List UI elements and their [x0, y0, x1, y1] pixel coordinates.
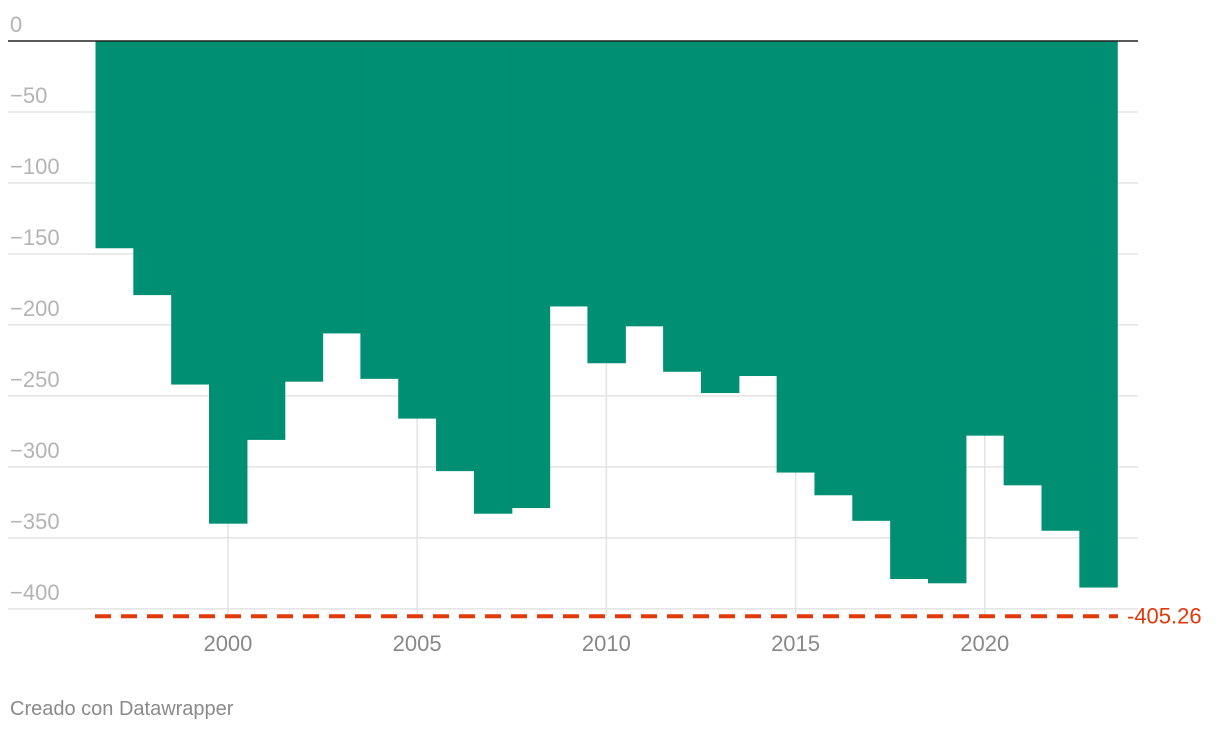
y-tick-label: −400 — [10, 580, 60, 605]
y-tick-label: −350 — [10, 509, 60, 534]
y-axis: 0 −50 −100 −150 −200 −250 −300 −350 −400 — [8, 12, 1138, 605]
step-bar — [852, 41, 891, 521]
step-bar — [209, 41, 248, 524]
step-bar — [436, 41, 475, 472]
step-bar — [890, 41, 929, 580]
step-bar — [133, 41, 172, 296]
step-bar — [738, 41, 778, 377]
x-tick-label: 2015 — [771, 631, 820, 656]
step-bar — [511, 41, 551, 509]
reference-line-group: -405.26 — [95, 603, 1202, 628]
step-bar — [473, 41, 513, 514]
step-bar — [776, 41, 816, 473]
y-tick-label: 0 — [10, 12, 22, 37]
step-bar — [322, 41, 361, 334]
y-tick-label: −150 — [10, 225, 60, 250]
y-tick-label: −300 — [10, 438, 60, 463]
x-tick-label: 2005 — [393, 631, 442, 656]
x-tick-label: 2020 — [960, 631, 1009, 656]
step-bar — [398, 41, 437, 419]
step-bar — [246, 41, 286, 440]
step-bar — [284, 41, 324, 382]
step-bar — [360, 41, 399, 379]
step-bar — [587, 41, 626, 364]
reference-line-label: -405.26 — [1127, 603, 1202, 628]
credit-text: Creado con Datawrapper — [10, 698, 234, 720]
step-bar — [1003, 41, 1043, 486]
step-bar — [700, 41, 740, 394]
x-axis: 2000 2005 2010 2015 2020 — [203, 631, 1009, 656]
step-bar — [549, 41, 589, 307]
y-tick-label: −250 — [10, 367, 60, 392]
step-bar — [95, 41, 134, 249]
x-tick-label: 2000 — [203, 631, 252, 656]
step-bar — [625, 41, 664, 327]
area-series — [95, 41, 1118, 588]
step-bar — [663, 41, 702, 372]
y-tick-label: −100 — [10, 154, 60, 179]
y-tick-label: −200 — [10, 296, 60, 321]
step-bar — [965, 41, 1005, 436]
step-bar — [927, 41, 967, 584]
y-tick-label: −50 — [10, 83, 47, 108]
step-bar — [814, 41, 853, 496]
step-bar — [1079, 41, 1118, 588]
step-bar — [171, 41, 210, 385]
x-tick-label: 2010 — [582, 631, 631, 656]
chart: 0−50−100−150−200−250−300−350−400 2000 200… — [8, 12, 1202, 656]
step-bar — [1041, 41, 1080, 531]
